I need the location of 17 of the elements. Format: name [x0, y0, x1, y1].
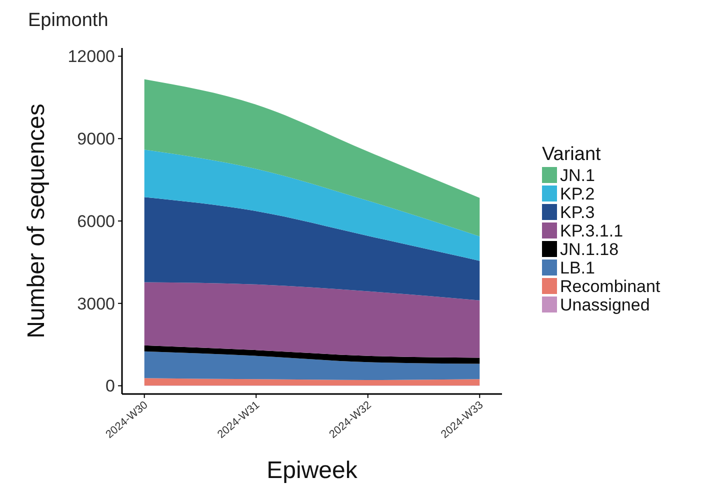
legend-label: KP.2 — [560, 184, 595, 204]
legend-label: JN.1 — [560, 166, 595, 185]
x-axis-title: Epiweek — [266, 457, 358, 484]
legend-label: Unassigned — [560, 295, 650, 314]
chart-title: Epimonth — [28, 10, 108, 31]
legend-label: KP.3 — [560, 202, 595, 222]
y-tick-label: 12000 — [68, 47, 115, 66]
y-axis-title: Number of sequences — [23, 104, 50, 338]
legend-label: KP.3.1.1 — [560, 221, 624, 240]
legend-label: Recombinant — [560, 276, 660, 296]
y-tick-label: 9000 — [77, 130, 115, 149]
legend-label: JN.1.18 — [560, 240, 619, 259]
legend-title: Variant — [542, 144, 602, 165]
y-tick-label: 6000 — [77, 212, 115, 231]
legend-label: LB.1 — [560, 258, 595, 278]
y-tick-label: 3000 — [77, 294, 115, 314]
y-tick-label: 0 — [106, 376, 115, 396]
